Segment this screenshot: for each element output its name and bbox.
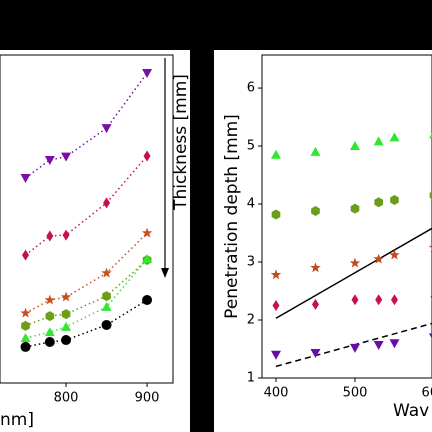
axes-frame bbox=[0, 54, 174, 384]
marker bbox=[349, 257, 361, 268]
marker bbox=[142, 69, 153, 79]
marker bbox=[61, 309, 71, 320]
marker bbox=[310, 349, 321, 359]
marker bbox=[61, 321, 72, 331]
right-panel bbox=[214, 50, 432, 432]
marker bbox=[351, 294, 359, 306]
marker bbox=[101, 267, 112, 278]
fit-line bbox=[275, 227, 432, 319]
marker bbox=[349, 141, 360, 151]
marker bbox=[62, 229, 70, 241]
marker bbox=[389, 339, 400, 349]
x-tick-label: 900 bbox=[135, 391, 160, 406]
marker bbox=[373, 253, 384, 264]
marker bbox=[143, 150, 151, 162]
marker bbox=[428, 333, 432, 339]
marker bbox=[20, 174, 31, 183]
marker bbox=[44, 294, 56, 305]
marker bbox=[375, 294, 383, 306]
marker bbox=[46, 230, 54, 242]
marker bbox=[428, 132, 432, 139]
marker bbox=[310, 262, 321, 273]
y-tick-label: 5 bbox=[247, 139, 255, 154]
marker bbox=[270, 269, 282, 280]
thickness-arrowhead bbox=[161, 268, 169, 278]
marker bbox=[102, 291, 111, 302]
marker bbox=[61, 152, 72, 162]
marker bbox=[311, 298, 319, 310]
marker bbox=[373, 136, 384, 146]
marker bbox=[311, 205, 320, 216]
left-panel bbox=[0, 50, 190, 432]
y-tick-label: 4 bbox=[247, 197, 255, 212]
marker bbox=[44, 155, 55, 165]
marker bbox=[428, 245, 432, 252]
marker bbox=[373, 340, 384, 350]
marker bbox=[390, 294, 398, 306]
marker bbox=[20, 307, 31, 318]
y-tick-label: 2 bbox=[247, 313, 255, 328]
x-axis-label: Wav bbox=[393, 401, 429, 421]
x-tick-label: 400 bbox=[264, 386, 289, 401]
axes-frame bbox=[261, 54, 432, 379]
marker bbox=[20, 333, 31, 343]
marker bbox=[101, 124, 112, 134]
series-line bbox=[25, 258, 148, 339]
y-tick-label: 6 bbox=[247, 81, 255, 96]
marker bbox=[429, 191, 432, 200]
series-line bbox=[25, 259, 148, 327]
marker bbox=[389, 249, 400, 260]
y-axis-label: Penetration depth [mm] bbox=[222, 114, 242, 319]
x-axis-label: nm] bbox=[0, 410, 34, 430]
marker bbox=[270, 350, 281, 360]
marker bbox=[141, 227, 153, 238]
marker bbox=[390, 194, 399, 205]
y-tick-label: 1 bbox=[247, 371, 255, 386]
marker bbox=[101, 319, 112, 330]
marker bbox=[349, 343, 360, 353]
marker bbox=[350, 203, 360, 214]
marker bbox=[44, 327, 55, 337]
marker bbox=[60, 291, 72, 302]
marker bbox=[374, 197, 384, 208]
x-tick-label: 500 bbox=[343, 386, 368, 401]
thickness-label: Thickness [mm] bbox=[171, 74, 191, 211]
marker bbox=[271, 209, 281, 220]
marker bbox=[20, 341, 31, 352]
marker bbox=[103, 197, 111, 209]
marker bbox=[61, 335, 72, 346]
marker bbox=[310, 146, 321, 156]
x-tick-label: 600 bbox=[422, 386, 432, 401]
marker bbox=[101, 301, 112, 311]
marker bbox=[22, 249, 30, 261]
marker bbox=[44, 337, 55, 347]
x-tick-label: 800 bbox=[54, 391, 79, 406]
y-tick-label: 3 bbox=[247, 255, 255, 270]
marker bbox=[270, 149, 281, 159]
marker bbox=[142, 295, 153, 306]
marker bbox=[142, 254, 153, 264]
marker bbox=[45, 311, 55, 322]
marker bbox=[21, 320, 30, 331]
series-line bbox=[25, 232, 148, 314]
marker bbox=[389, 132, 400, 142]
marker bbox=[272, 300, 280, 312]
